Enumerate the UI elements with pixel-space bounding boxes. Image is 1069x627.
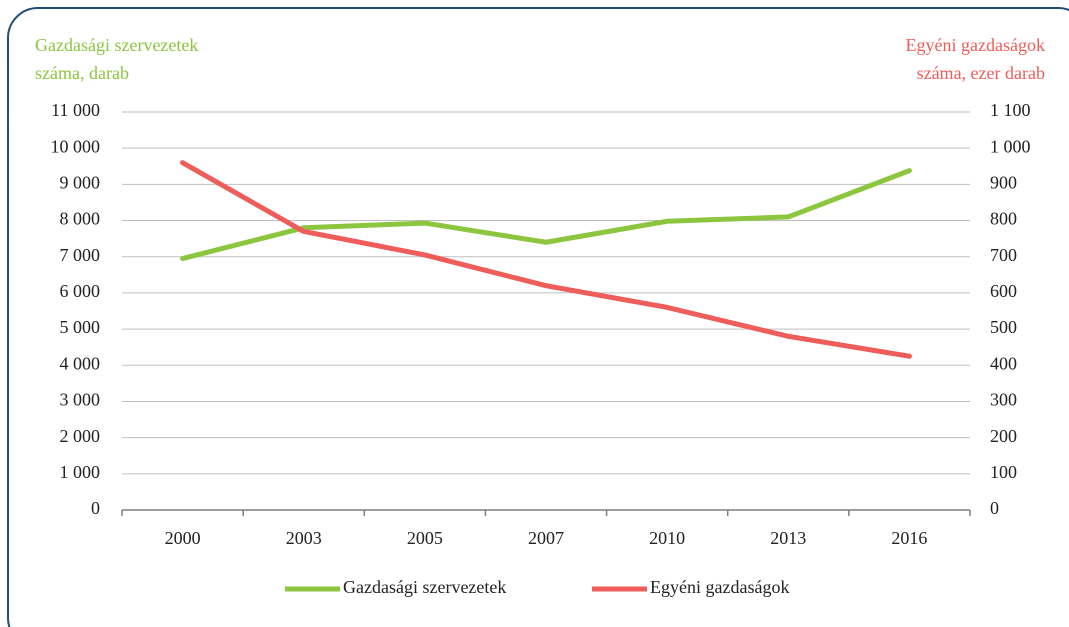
y2-tick-label: 900 bbox=[990, 172, 1017, 192]
y-axis-label: Gazdasági szervezetek bbox=[35, 35, 198, 55]
y2-tick-label: 400 bbox=[990, 353, 1017, 373]
y-tick-label: 9 000 bbox=[60, 172, 101, 192]
y-tick-label: 8 000 bbox=[60, 209, 101, 229]
y2-tick-label: 700 bbox=[990, 245, 1017, 265]
series-line bbox=[180, 168, 912, 262]
y2-tick-label: 500 bbox=[990, 317, 1017, 337]
series-line bbox=[180, 160, 912, 359]
x-tick-label: 2010 bbox=[649, 528, 685, 548]
x-tick-label: 2003 bbox=[286, 528, 322, 548]
y-tick-label: 0 bbox=[91, 498, 100, 518]
y-axis-label: száma, darab bbox=[35, 63, 129, 83]
y-tick-label: 7 000 bbox=[60, 245, 101, 265]
y-tick-label: 3 000 bbox=[60, 390, 101, 410]
y2-tick-label: 200 bbox=[990, 426, 1017, 446]
y2-tick-label: 800 bbox=[990, 209, 1017, 229]
y2-tick-label: 100 bbox=[990, 462, 1017, 482]
y-tick-label: 1 000 bbox=[60, 462, 101, 482]
x-tick-label: 2000 bbox=[165, 528, 201, 548]
y-tick-label: 4 000 bbox=[60, 353, 101, 373]
x-tick-label: 2013 bbox=[770, 528, 806, 548]
y2-tick-label: 600 bbox=[990, 281, 1017, 301]
y2-tick-label: 300 bbox=[990, 390, 1017, 410]
x-tick-label: 2007 bbox=[528, 528, 564, 548]
y-tick-label: 2 000 bbox=[60, 426, 101, 446]
y-tick-label: 5 000 bbox=[60, 317, 101, 337]
x-tick-label: 2016 bbox=[891, 528, 927, 548]
y-tick-label: 6 000 bbox=[60, 281, 101, 301]
chart-frame bbox=[7, 7, 1069, 627]
y2-tick-label: 1 100 bbox=[990, 100, 1031, 120]
y2-axis-label: Egyéni gazdaságok bbox=[906, 35, 1045, 55]
y2-tick-label: 1 000 bbox=[990, 136, 1031, 156]
y-tick-label: 11 000 bbox=[51, 100, 100, 120]
y-tick-label: 10 000 bbox=[51, 136, 101, 156]
x-tick-label: 2005 bbox=[407, 528, 443, 548]
y2-axis-label: száma, ezer darab bbox=[917, 63, 1045, 83]
legend-label: Gazdasági szervezetek bbox=[343, 577, 506, 597]
legend-label: Egyéni gazdaságok bbox=[650, 577, 789, 597]
y2-tick-label: 0 bbox=[990, 498, 999, 518]
